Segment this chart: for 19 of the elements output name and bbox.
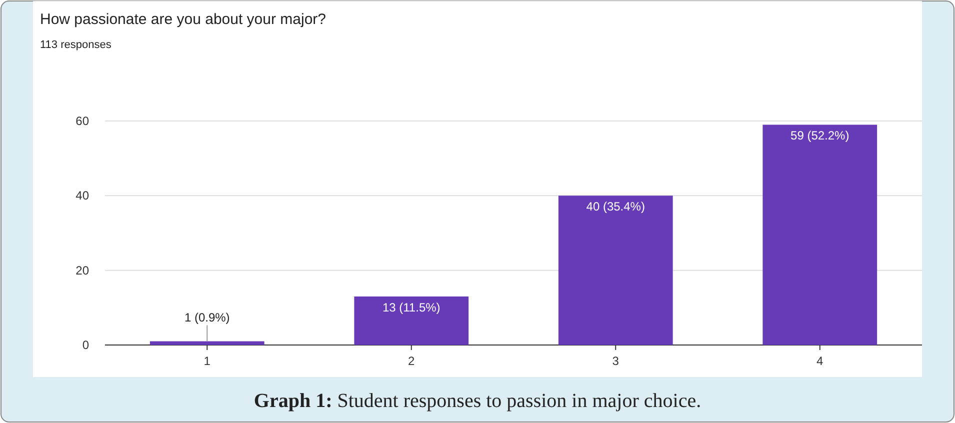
x-tick-label: 4 [816, 354, 824, 368]
x-tick-label: 3 [612, 354, 620, 368]
y-tick-label: 0 [82, 338, 90, 352]
data-label: 1 (0.9%) [184, 310, 230, 324]
data-label: 59 (52.2%) [790, 128, 850, 143]
x-tick-label: 1 [204, 354, 211, 368]
y-tick-label: 60 [76, 114, 90, 128]
x-tick-label: 2 [408, 354, 416, 368]
bar [762, 124, 878, 345]
data-label: 40 (35.4%) [586, 200, 645, 214]
y-tick-label: 20 [76, 263, 90, 278]
y-tick-label: 40 [76, 188, 90, 203]
bar [150, 341, 264, 345]
chart-subtitle: 113 responses [40, 39, 112, 51]
data-label: 13 (11.5%) [382, 300, 440, 314]
chart-title: How passionate are you about your major? [40, 11, 326, 28]
bar [558, 196, 673, 345]
bar [354, 296, 469, 345]
caption: Graph 1: Student responses to passion in major choice. [254, 390, 702, 412]
